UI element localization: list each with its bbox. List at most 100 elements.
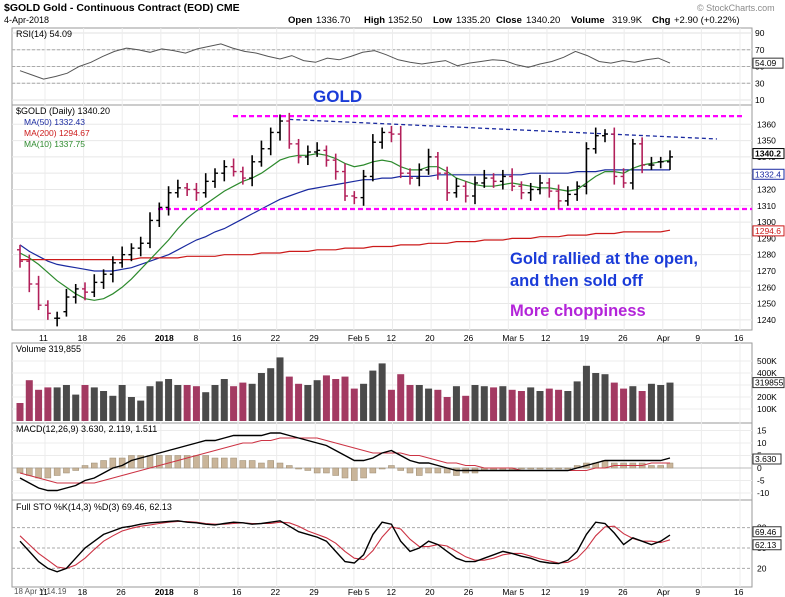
volume-bar [582,365,590,421]
x-tick-label: 9 [695,333,700,343]
macd-histogram-bar [360,467,367,479]
volume-bar [146,386,154,421]
sto-k-line [19,520,671,573]
macd-histogram-bar [378,467,386,470]
volume-bar [127,397,135,421]
macd-histogram-bar [416,467,423,476]
price-flag-label: 1332.4 [755,169,781,179]
grid-layer: 9070503010136013501340133013201310130012… [12,28,777,597]
macd-histogram-bar [648,465,655,469]
open-label: Open [288,15,312,26]
volume-bar [257,373,265,421]
volume-tick-label: 500K [757,356,777,366]
macd-histogram-bar [174,455,182,469]
sto-tick-label: 20 [757,563,767,573]
macd-histogram-bar [44,467,52,479]
ohlc-row: Open 1336.70 High 1352.50 Low 1335.20 Cl… [288,15,740,26]
x-tick-label-bottom: 2018 [155,587,174,597]
macd-histogram-bar [453,467,460,476]
low-value: 1335.20 [456,15,490,26]
x-tick-label-bottom: 16 [232,587,242,597]
price-tick-label: 1360 [757,119,776,129]
price-tick-label: 1320 [757,184,776,194]
price-flag-label: 1294.6 [755,226,781,236]
x-tick-label: 29 [309,333,319,343]
macd-value-box [752,453,782,465]
volume-bar [564,391,572,421]
macd-histogram-bar [239,460,247,469]
macd-tick-label: 15 [757,426,767,436]
macd-histogram-bar [276,462,284,469]
sto-value-label: 62.13 [755,540,777,550]
volume-bar [666,382,674,421]
footer-label: 18 Apr Y-14.19 [14,587,67,596]
annotation-line3: More choppiness [510,302,646,320]
macd-histogram-bar [267,460,274,469]
watermark: © StockCharts.com [697,3,775,13]
macd-histogram-bar [536,467,544,470]
rsi-title: RSI(14) 54.09 [16,29,72,39]
x-tick-label: 20 [425,333,435,343]
x-tick-label: 16 [734,333,744,343]
volume-bar [81,385,89,421]
rsi-tick-label: 90 [755,28,765,38]
volume-bar [434,389,442,421]
x-tick-label-bottom: 20 [425,587,435,597]
macd-histogram-bar [72,467,79,471]
macd-histogram-bar [81,465,89,469]
price-flag-box [752,225,785,237]
macd-histogram-bar [388,465,395,469]
macd-tick-label: -10 [757,488,770,498]
close-label: Close [496,15,522,26]
volume-bar [332,379,340,421]
volume-value: 319.9K [612,15,643,26]
volume-bar [517,391,525,421]
volume-bar [462,395,470,421]
macd-histogram-bar [35,467,42,479]
macd-histogram-bar [137,455,144,469]
price-tick-label: 1250 [757,299,776,309]
x-tick-label: 26 [618,333,628,343]
price-tick-label: 1270 [757,266,776,276]
x-tick-label-bottom: 12 [541,587,551,597]
macd-histogram-bar [193,455,200,469]
volume-bar [638,391,646,421]
volume-bar [62,385,70,421]
open-value: 1336.70 [316,15,350,26]
volume-tick-label: 100K [757,404,777,414]
sto-title: Full STO %K(14,3) %D(3) 69.46, 62.13 [16,502,172,512]
chg-value: +2.90 (+0.22%) [674,15,740,26]
volume-value-box [752,377,785,389]
macd-histogram-bar [211,457,219,469]
x-tick-label-bottom: 8 [193,587,198,597]
price-tick-label: 1350 [757,136,776,146]
rsi-tick-label: 10 [755,95,765,105]
x-tick-label: 16 [232,333,242,343]
macd-histogram-bar [323,467,330,474]
volume-bar [536,391,544,421]
price-title: $GOLD (Daily) 1340.20 [16,106,110,116]
macd-histogram-bar [304,467,312,471]
volume-bar [322,375,330,421]
macd-histogram-bar [230,457,237,469]
x-tick-label: 26 [116,333,126,343]
legend-ma10: MA(10) 1337.75 [24,139,85,149]
macd-histogram-bar [53,467,61,476]
rsi-value-box [752,57,784,69]
volume-bar [387,389,395,421]
macd-histogram-bar [63,467,70,474]
macd-histogram-bar [351,467,358,481]
macd-histogram-bar [555,467,562,470]
volume-bar [490,387,498,421]
rsi-tick-label: 70 [755,45,765,55]
volume-bar [601,374,609,421]
macd-histogram-bar [118,457,126,469]
legend-ma200: MA(200) 1294.67 [24,128,90,138]
volume-bar [406,385,414,421]
macd-histogram-bar [397,467,404,471]
volume-bar [109,395,117,421]
chg-label: Chg [652,15,671,26]
volume-bar [220,379,228,421]
